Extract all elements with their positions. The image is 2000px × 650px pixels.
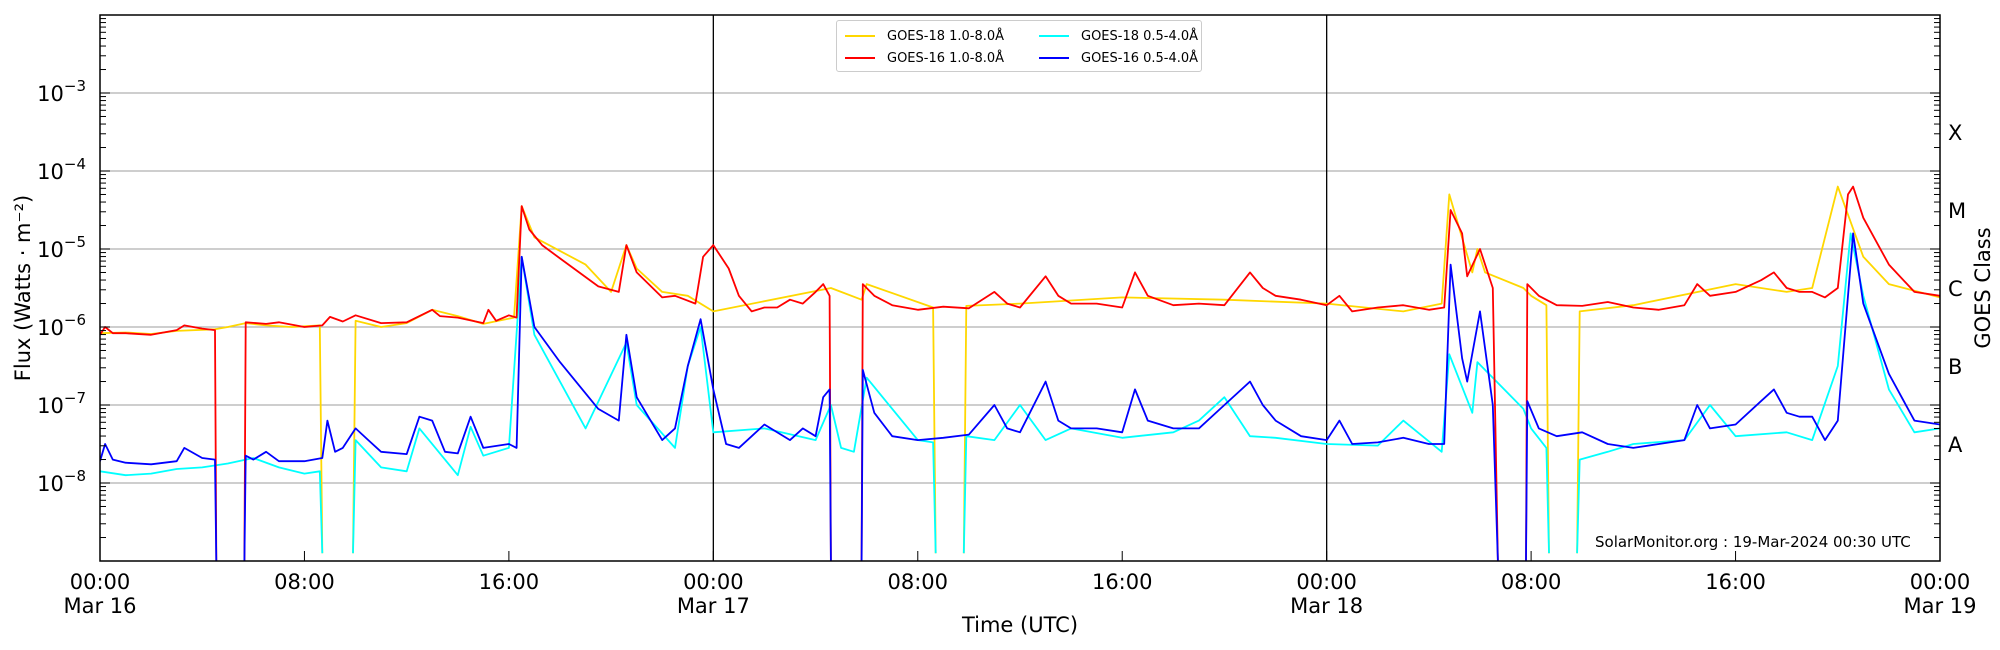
x-tick-date-label: Mar 19 <box>1903 594 1976 618</box>
y-tick-label: 10−6 <box>37 311 86 340</box>
goes-class-label: A <box>1948 433 1963 457</box>
y-axis-right-label: GOES Class <box>1971 227 1995 348</box>
legend-item-goes16-short: GOES-16 0.5-4.0Å <box>1039 49 1198 67</box>
legend-label: GOES-18 1.0-8.0Å <box>887 28 1005 44</box>
y-tick-label: 10−3 <box>37 77 86 106</box>
y-tick-label: 10−8 <box>37 467 86 496</box>
data-series <box>100 185 1940 561</box>
goes-class-label: M <box>1948 199 1966 223</box>
x-tick-date-label: Mar 17 <box>677 594 750 618</box>
legend-swatch-cyan <box>1039 35 1069 37</box>
goes-class-label: C <box>1948 277 1963 301</box>
legend-label: GOES-18 0.5-4.0Å <box>1081 28 1199 44</box>
plot-frame <box>99 14 1941 562</box>
series-line <box>100 185 1940 561</box>
x-tick-label: 00:00 <box>70 570 131 594</box>
y-tick-label: 10−7 <box>37 389 86 418</box>
chart-legend: GOES-18 1.0-8.0Å GOES-16 1.0-8.0Å GOES-1… <box>836 20 1202 72</box>
y-axis-label: Flux (Watts · m⁻²) <box>11 195 35 381</box>
x-tick-label: 08:00 <box>274 570 335 594</box>
x-tick-date-label: Mar 16 <box>63 594 136 618</box>
legend-item-goes18-long: GOES-18 1.0-8.0Å <box>845 27 1004 45</box>
legend-item-goes16-long: GOES-16 1.0-8.0Å <box>845 49 1004 67</box>
legend-label: GOES-16 0.5-4.0Å <box>1081 50 1199 66</box>
gridlines <box>100 15 1940 561</box>
legend-label: GOES-16 1.0-8.0Å <box>887 50 1005 66</box>
x-tick-label: 00:00 <box>683 570 744 594</box>
x-tick-label: 08:00 <box>1501 570 1562 594</box>
x-tick-label: 16:00 <box>1092 570 1153 594</box>
series-line <box>100 185 1940 554</box>
x-tick-label: 00:00 <box>1296 570 1357 594</box>
legend-swatch-blue <box>1039 57 1069 59</box>
x-tick-label: 16:00 <box>479 570 540 594</box>
goes-class-label: X <box>1948 121 1962 145</box>
x-tick-label: 00:00 <box>1910 570 1971 594</box>
series-line <box>100 232 1940 554</box>
x-tick-label: 16:00 <box>1705 570 1766 594</box>
legend-item-goes18-short: GOES-18 0.5-4.0Å <box>1039 27 1198 45</box>
series-line <box>100 232 1940 561</box>
x-axis-label: Time (UTC) <box>961 613 1078 637</box>
x-tick-date-label: Mar 18 <box>1290 594 1363 618</box>
y-tick-label: 10−4 <box>37 155 86 184</box>
x-tick-label: 08:00 <box>888 570 949 594</box>
watermark-text: SolarMonitor.org : 19-Mar-2024 00:30 UTC <box>1595 533 1911 551</box>
goes-class-label: B <box>1948 355 1962 379</box>
legend-swatch-yellow <box>845 35 875 37</box>
y-tick-label: 10−5 <box>37 233 86 262</box>
legend-swatch-red <box>845 57 875 59</box>
